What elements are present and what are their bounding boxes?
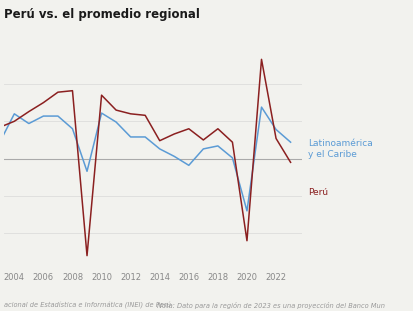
Text: Nota: Dato para la región de 2023 es una proyección del Banco Mun: Nota: Dato para la región de 2023 es una… <box>157 302 385 309</box>
Text: Latinoamérica
y el Caribe: Latinoamérica y el Caribe <box>308 139 372 159</box>
Text: acional de Estadística e Informática (INEI) de Perú: acional de Estadística e Informática (IN… <box>4 302 171 309</box>
Text: Perú vs. el promedio regional: Perú vs. el promedio regional <box>4 8 199 21</box>
Text: Perú: Perú <box>308 188 328 197</box>
